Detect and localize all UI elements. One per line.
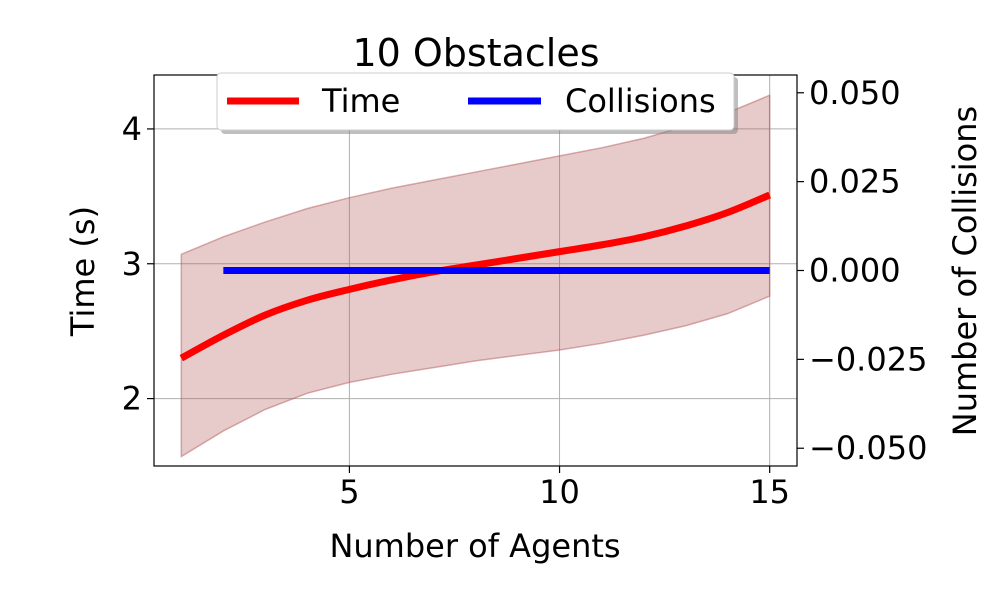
y-tick-label-2: 4 (122, 110, 142, 148)
time-confidence-band (180, 94, 771, 458)
y2-axis-label: Number of Collisions (946, 106, 984, 436)
series-line-time (179, 191, 772, 362)
y2-tick-label-4: −0.050 (809, 429, 927, 467)
legend-label-time: Time (321, 82, 400, 120)
legend-label-collisions: Collisions (565, 82, 716, 120)
series-layer (179, 191, 772, 362)
x-tick-label-0: 5 (339, 473, 359, 511)
confidence-band-layer (180, 94, 771, 458)
y-axis-label: Time (s) (64, 206, 102, 337)
x-tick-label-1: 10 (539, 473, 580, 511)
legend: Time Collisions (216, 72, 738, 134)
y2-tick-label-1: 0.025 (809, 163, 901, 201)
chart-title: 10 Obstacles (352, 31, 599, 75)
y2-tick-label-2: 0.000 (809, 252, 901, 290)
x-tick-label-2: 15 (749, 473, 790, 511)
y-axis-ticks: 2 3 4 (122, 110, 154, 418)
x-axis-label: Number of Agents (329, 527, 620, 565)
y2-tick-label-3: −0.025 (809, 340, 927, 378)
y-tick-label-0: 2 (122, 380, 142, 418)
x-axis-ticks: 5 10 15 (339, 466, 790, 511)
y-tick-label-1: 3 (122, 245, 142, 283)
y2-tick-label-0: 0.050 (809, 74, 901, 112)
y2-axis-ticks: 0.050 0.025 0.000 −0.025 −0.050 (797, 74, 927, 467)
